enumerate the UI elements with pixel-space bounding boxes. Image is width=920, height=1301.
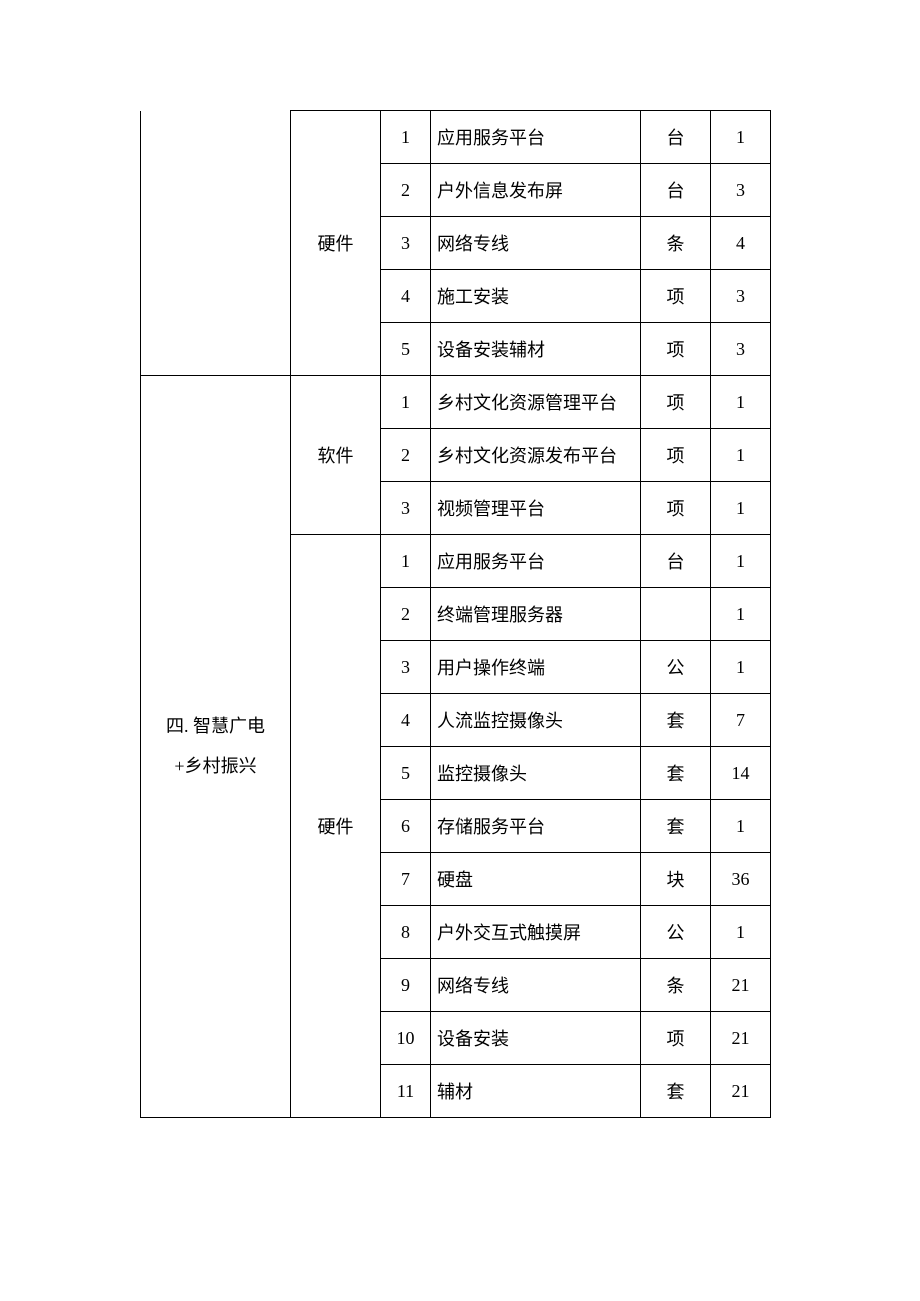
num-cell: 7	[381, 853, 431, 906]
name-cell: 网络专线	[431, 217, 641, 270]
name-cell: 设备安装辅材	[431, 323, 641, 376]
qty-cell: 1	[711, 588, 771, 641]
num-cell: 3	[381, 482, 431, 535]
num-cell: 3	[381, 641, 431, 694]
unit-cell: 项	[641, 270, 711, 323]
equipment-table: 硬件 1 应用服务平台 台 1 2 户外信息发布屏 台 3 3 网络专线 条 4…	[140, 110, 771, 1118]
name-cell: 终端管理服务器	[431, 588, 641, 641]
unit-cell: 台	[641, 164, 711, 217]
unit-cell: 台	[641, 111, 711, 164]
unit-cell: 套	[641, 694, 711, 747]
qty-cell: 3	[711, 323, 771, 376]
qty-cell: 21	[711, 1065, 771, 1118]
category-cell: 四. 智慧广电 +乡村振兴	[141, 376, 291, 1118]
unit-cell: 项	[641, 1012, 711, 1065]
num-cell: 6	[381, 800, 431, 853]
unit-cell: 项	[641, 323, 711, 376]
qty-cell: 1	[711, 429, 771, 482]
qty-cell: 21	[711, 959, 771, 1012]
name-cell: 户外交互式触摸屏	[431, 906, 641, 959]
num-cell: 5	[381, 747, 431, 800]
qty-cell: 14	[711, 747, 771, 800]
unit-cell: 套	[641, 747, 711, 800]
name-cell: 乡村文化资源管理平台	[431, 376, 641, 429]
unit-cell: 块	[641, 853, 711, 906]
name-cell: 乡村文化资源发布平台	[431, 429, 641, 482]
name-cell: 户外信息发布屏	[431, 164, 641, 217]
num-cell: 1	[381, 111, 431, 164]
qty-cell: 7	[711, 694, 771, 747]
name-cell: 硬盘	[431, 853, 641, 906]
num-cell: 1	[381, 535, 431, 588]
qty-cell: 3	[711, 164, 771, 217]
num-cell: 11	[381, 1065, 431, 1118]
qty-cell: 1	[711, 482, 771, 535]
group-cell: 硬件	[291, 535, 381, 1118]
unit-cell: 台	[641, 535, 711, 588]
table-body: 硬件 1 应用服务平台 台 1 2 户外信息发布屏 台 3 3 网络专线 条 4…	[141, 111, 771, 1118]
name-cell: 视频管理平台	[431, 482, 641, 535]
unit-cell	[641, 588, 711, 641]
qty-cell: 4	[711, 217, 771, 270]
num-cell: 5	[381, 323, 431, 376]
num-cell: 2	[381, 429, 431, 482]
unit-cell: 条	[641, 217, 711, 270]
name-cell: 应用服务平台	[431, 111, 641, 164]
category-cell	[141, 111, 291, 376]
num-cell: 9	[381, 959, 431, 1012]
unit-cell: 项	[641, 482, 711, 535]
category-line1: 四. 智慧广电 +乡村振兴	[166, 707, 265, 786]
unit-cell: 条	[641, 959, 711, 1012]
num-cell: 1	[381, 376, 431, 429]
name-cell: 辅材	[431, 1065, 641, 1118]
num-cell: 4	[381, 694, 431, 747]
num-cell: 2	[381, 588, 431, 641]
unit-cell: 套	[641, 1065, 711, 1118]
name-cell: 人流监控摄像头	[431, 694, 641, 747]
qty-cell: 36	[711, 853, 771, 906]
unit-cell: 项	[641, 376, 711, 429]
name-cell: 用户操作终端	[431, 641, 641, 694]
qty-cell: 1	[711, 535, 771, 588]
name-cell: 网络专线	[431, 959, 641, 1012]
num-cell: 8	[381, 906, 431, 959]
num-cell: 3	[381, 217, 431, 270]
qty-cell: 1	[711, 906, 771, 959]
unit-cell: 项	[641, 429, 711, 482]
unit-cell: 公	[641, 641, 711, 694]
num-cell: 10	[381, 1012, 431, 1065]
group-cell: 硬件	[291, 111, 381, 376]
qty-cell: 21	[711, 1012, 771, 1065]
name-cell: 应用服务平台	[431, 535, 641, 588]
num-cell: 4	[381, 270, 431, 323]
unit-cell: 套	[641, 800, 711, 853]
table-row: 硬件 1 应用服务平台 台 1	[141, 111, 771, 164]
qty-cell: 1	[711, 800, 771, 853]
name-cell: 存储服务平台	[431, 800, 641, 853]
name-cell: 监控摄像头	[431, 747, 641, 800]
qty-cell: 1	[711, 641, 771, 694]
qty-cell: 1	[711, 111, 771, 164]
group-cell: 软件	[291, 376, 381, 535]
qty-cell: 3	[711, 270, 771, 323]
qty-cell: 1	[711, 376, 771, 429]
table-row: 四. 智慧广电 +乡村振兴 软件 1 乡村文化资源管理平台 项 1	[141, 376, 771, 429]
name-cell: 设备安装	[431, 1012, 641, 1065]
num-cell: 2	[381, 164, 431, 217]
name-cell: 施工安装	[431, 270, 641, 323]
document-page: 硬件 1 应用服务平台 台 1 2 户外信息发布屏 台 3 3 网络专线 条 4…	[0, 0, 920, 1301]
unit-cell: 公	[641, 906, 711, 959]
